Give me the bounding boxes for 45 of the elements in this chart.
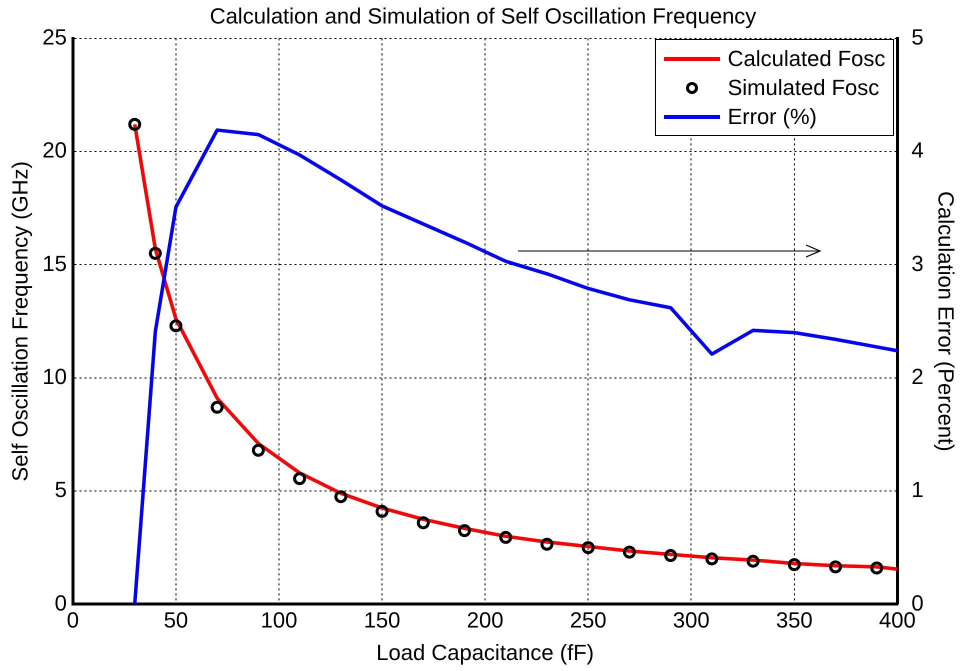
point — [252, 444, 265, 457]
point — [334, 490, 348, 504]
point — [148, 246, 162, 260]
point — [664, 549, 678, 562]
x-tick-label: 150 — [364, 607, 400, 632]
point — [870, 561, 884, 574]
y2-axis-title: Calculation Error (Percent) — [934, 191, 959, 452]
point — [788, 558, 801, 572]
x-axis-title: Load Capacitance (fF) — [376, 640, 594, 665]
y2-tick-label: 4 — [911, 138, 924, 163]
point — [376, 504, 389, 518]
y2-tick-label: 2 — [911, 364, 924, 389]
point — [416, 516, 430, 530]
x-tick-label: 100 — [260, 607, 298, 632]
y-tick-label: 0 — [54, 590, 67, 616]
point — [746, 554, 760, 568]
x-tick-label: 300 — [672, 607, 710, 632]
point — [128, 118, 142, 131]
x-tick-label: 350 — [776, 607, 813, 632]
point — [582, 541, 595, 554]
legend-label: Error (%) — [728, 104, 817, 130]
point — [210, 400, 224, 414]
y2-tick-label: 3 — [911, 250, 924, 276]
point — [622, 546, 636, 559]
point — [293, 472, 306, 486]
y-tick-label: 20 — [42, 138, 67, 163]
point — [499, 530, 512, 544]
point — [540, 538, 554, 551]
y2-tick-label: 1 — [911, 477, 924, 502]
point — [829, 560, 842, 574]
y-tick-label: 10 — [42, 364, 67, 389]
x-tick-label: 200 — [466, 607, 504, 632]
point — [169, 319, 182, 332]
point — [705, 552, 718, 566]
y-axis-title: Self Oscillation Frequency (GHz) — [7, 161, 32, 482]
legend-label: Calculated Fosc — [728, 46, 886, 72]
point — [458, 524, 472, 538]
x-tick-label: 250 — [570, 607, 607, 632]
x-tick-label: 50 — [164, 607, 188, 632]
y-tick-label: 15 — [42, 250, 67, 276]
legend-label: Simulated Fosc — [728, 74, 880, 101]
y-tick-label: 25 — [42, 24, 67, 50]
y2-tick-label: 5 — [911, 24, 924, 50]
chart-title: Calculation and Simulation of Self Oscillation Frequency — [210, 3, 756, 28]
y-tick-label: 5 — [54, 477, 67, 502]
